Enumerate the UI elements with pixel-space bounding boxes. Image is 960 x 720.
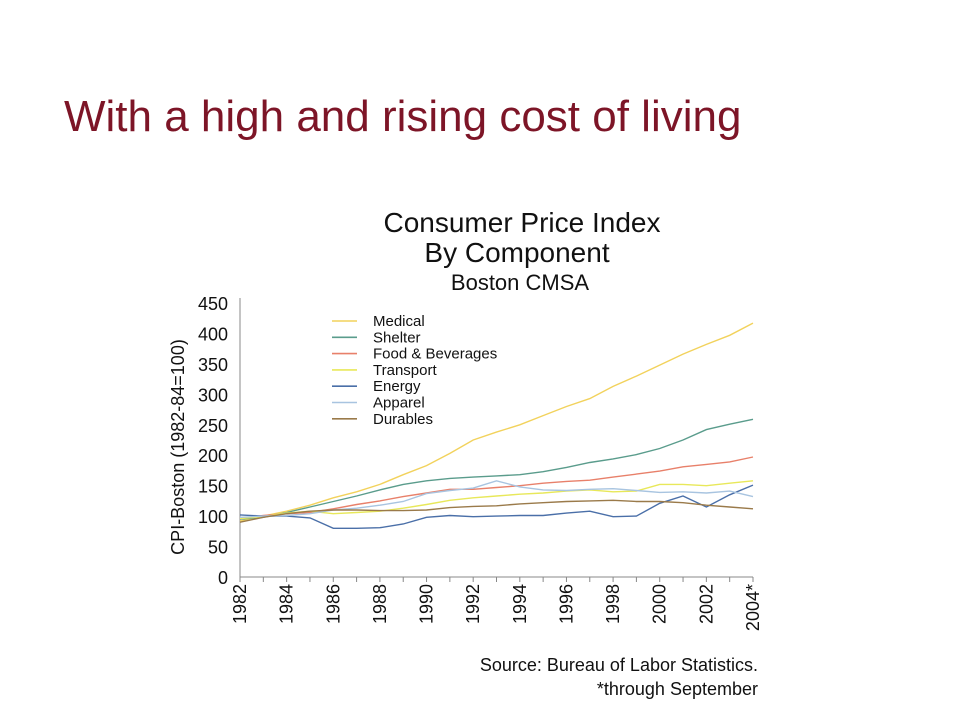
axes: 0 50 100 150 200 250 300 350 400 450 1982 1984 1986 1…: [198, 294, 763, 631]
slide-title: With a high and rising cost of living: [64, 92, 742, 141]
x-tick-label: 1994: [510, 584, 530, 624]
x-tick-label: 2000: [650, 584, 670, 624]
x-tick-label: 1982: [230, 584, 250, 624]
y-tick-label: 300: [198, 385, 228, 405]
series-lines: [239, 322, 754, 529]
x-tick-label: 2004*: [743, 584, 763, 631]
x-tick-label: 1984: [277, 584, 297, 624]
chart-region: Boston CMSA: [451, 270, 589, 295]
series-line-apparel: [239, 480, 754, 518]
x-tick-label: 1988: [370, 584, 390, 624]
y-tick-label: 100: [198, 507, 228, 527]
series-line-energy: [239, 484, 754, 529]
y-tick-label: 450: [198, 294, 228, 314]
y-tick-label: 50: [208, 538, 228, 558]
series-line-durables: [239, 499, 754, 523]
legend-label: Apparel: [373, 395, 425, 412]
legend-label: Medical: [373, 313, 425, 330]
series-line-food-beverages: [239, 456, 754, 520]
series-line-transport: [239, 480, 754, 520]
legend-label: Energy: [373, 378, 421, 395]
x-tick-label: 1998: [603, 584, 623, 624]
x-tick-label: 2002: [696, 584, 716, 624]
y-tick-label: 200: [198, 446, 228, 466]
x-tick-label: 1996: [556, 584, 576, 624]
chart-subtitle: By Component: [424, 237, 609, 268]
x-tick-label: 1986: [323, 584, 343, 624]
series-line-shelter: [239, 418, 754, 520]
legend-label: Transport: [373, 362, 437, 379]
footnote: *through September: [597, 679, 758, 699]
y-tick-label: 150: [198, 477, 228, 497]
x-tick-label: 1990: [417, 584, 437, 624]
series-line-medical: [239, 322, 754, 522]
y-axis-label: CPI-Boston (1982-84=100): [168, 339, 188, 555]
legend-label: Durables: [373, 411, 433, 428]
y-tick-label: 0: [218, 568, 228, 588]
x-tick-label: 1992: [463, 584, 483, 624]
legend-label: Food & Beverages: [373, 346, 497, 363]
legend-label: Shelter: [373, 329, 421, 346]
y-tick-label: 250: [198, 416, 228, 436]
y-tick-label: 400: [198, 324, 228, 344]
chart-title: Consumer Price Index: [383, 207, 660, 238]
y-tick-label: 350: [198, 355, 228, 375]
source-note: Source: Bureau of Labor Statistics.: [480, 655, 758, 675]
